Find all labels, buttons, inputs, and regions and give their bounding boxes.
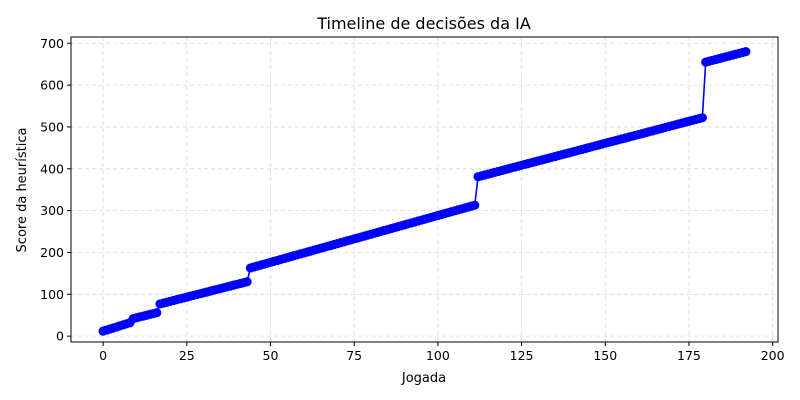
chart-title: Timeline de decisões da IA bbox=[316, 14, 531, 33]
y-axis: 0 100 200 300 400 500 600 700 bbox=[40, 36, 71, 344]
x-tick-label: 150 bbox=[593, 348, 617, 363]
x-tick-label: 175 bbox=[677, 348, 701, 363]
x-tick-label: 0 bbox=[99, 348, 107, 363]
x-tick-label: 75 bbox=[346, 348, 362, 363]
y-tick-label: 0 bbox=[56, 329, 64, 344]
x-axis: 0 25 50 75 100 125 150 175 200 bbox=[99, 342, 785, 363]
data-point bbox=[697, 113, 707, 123]
y-tick-label: 400 bbox=[40, 161, 64, 176]
x-tick-label: 50 bbox=[263, 348, 279, 363]
data-point bbox=[741, 47, 751, 57]
x-tick-label: 125 bbox=[510, 348, 534, 363]
y-tick-label: 500 bbox=[40, 119, 64, 134]
y-tick-label: 300 bbox=[40, 203, 64, 218]
y-tick-label: 600 bbox=[40, 78, 64, 93]
data-point bbox=[242, 277, 252, 287]
y-tick-label: 200 bbox=[40, 245, 64, 260]
data-point bbox=[470, 200, 480, 210]
data-point bbox=[152, 308, 162, 318]
x-tick-label: 25 bbox=[179, 348, 195, 363]
x-axis-label: Jogada bbox=[401, 371, 446, 386]
y-tick-label: 100 bbox=[40, 287, 64, 302]
data-series bbox=[98, 47, 751, 336]
x-tick-label: 100 bbox=[426, 348, 450, 363]
x-tick-label: 200 bbox=[761, 348, 785, 363]
y-axis-label: Score da heurística bbox=[15, 128, 30, 253]
y-tick-label: 700 bbox=[40, 36, 64, 51]
plot-frame bbox=[70, 36, 779, 343]
